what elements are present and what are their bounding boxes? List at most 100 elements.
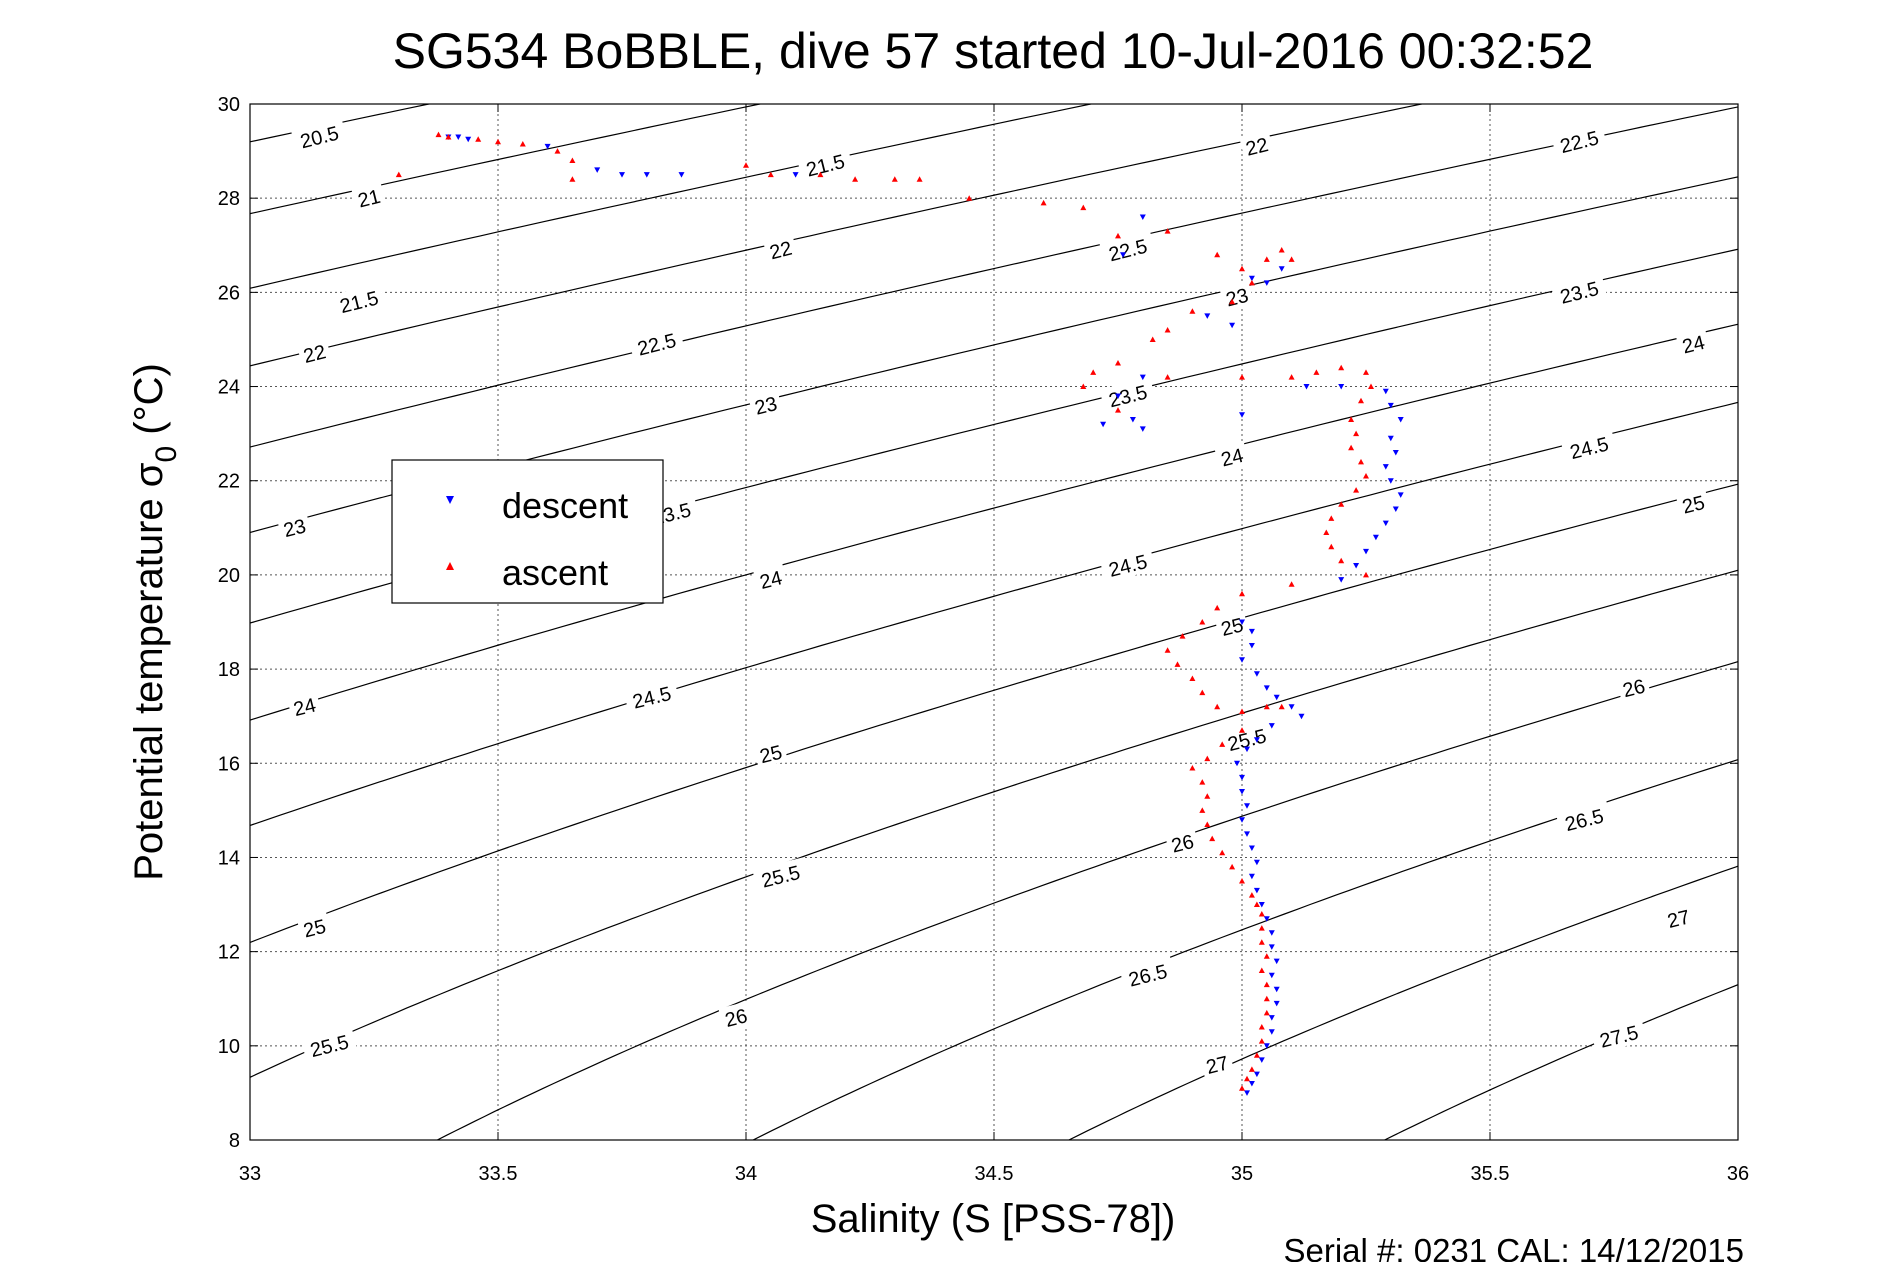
descent-point bbox=[1397, 492, 1404, 498]
ascent-point bbox=[554, 148, 561, 154]
ascent-point bbox=[1214, 703, 1221, 710]
contour-line bbox=[250, 483, 1738, 944]
contour-label-text: 26 bbox=[1621, 676, 1648, 703]
descent-point bbox=[1253, 859, 1260, 866]
contour-label-text: 24 bbox=[1680, 332, 1707, 359]
descent-point bbox=[1278, 266, 1285, 272]
contour-label-bg bbox=[1164, 827, 1200, 858]
descent-point bbox=[1392, 450, 1399, 456]
descent-point bbox=[1268, 723, 1275, 729]
descent-point bbox=[1382, 520, 1389, 527]
contour-label-text: 23 bbox=[281, 515, 308, 542]
contour-label-bg bbox=[296, 911, 332, 943]
ascent-point bbox=[1214, 604, 1221, 611]
legend-ascent-marker bbox=[446, 562, 454, 570]
descent-point bbox=[1253, 737, 1260, 743]
ascent-point bbox=[1219, 741, 1226, 747]
contour-label: 23.5 bbox=[1550, 273, 1608, 310]
x-tick-label: 35.5 bbox=[1471, 1163, 1510, 1185]
contour-label: 24 bbox=[1214, 440, 1250, 472]
y-tick-label: 10 bbox=[218, 1036, 240, 1058]
descent-point bbox=[1268, 1015, 1275, 1021]
descent-point bbox=[1234, 760, 1240, 767]
contour-label: 22 bbox=[1239, 130, 1275, 161]
ascent-point bbox=[1164, 228, 1171, 234]
contour-label-text: 21 bbox=[356, 186, 383, 213]
ascent-point bbox=[1263, 256, 1270, 262]
descent-point bbox=[1363, 548, 1369, 555]
y-tick-label: 14 bbox=[218, 847, 240, 869]
ascent-point bbox=[1080, 204, 1087, 211]
descent-point bbox=[1273, 958, 1280, 965]
contour-label-bg bbox=[1214, 610, 1250, 642]
ascent-point bbox=[1323, 529, 1330, 535]
ascent-point bbox=[1080, 383, 1087, 389]
ascent-point bbox=[1263, 995, 1270, 1002]
descent-point bbox=[1239, 657, 1245, 663]
contour-label: 20.5 bbox=[291, 118, 348, 154]
ascent-point bbox=[1328, 515, 1335, 521]
contour-label-bg bbox=[753, 737, 789, 769]
contour-label: 23 bbox=[748, 389, 784, 420]
contour-label-text: 22 bbox=[1244, 134, 1271, 161]
descent-point bbox=[1239, 774, 1245, 781]
descent-point bbox=[465, 136, 472, 143]
y-axis-label: Potential temperature σ0 (°C) bbox=[127, 363, 183, 881]
descent-point bbox=[1248, 643, 1255, 649]
ascent-point bbox=[1258, 1038, 1265, 1044]
ascent-point bbox=[1189, 308, 1196, 314]
contour-label: 24.5 bbox=[1560, 428, 1618, 465]
contour-label-bg bbox=[1590, 1017, 1647, 1054]
descent-point bbox=[1273, 986, 1280, 993]
ascent-point bbox=[1239, 590, 1245, 597]
ascent-point bbox=[1263, 703, 1270, 710]
contour-label-text: 25 bbox=[1680, 492, 1707, 519]
x-tick-label: 34 bbox=[735, 1163, 757, 1185]
contour-label: 23.5 bbox=[1099, 377, 1156, 413]
y-axis-label-main: Potential temperature σ bbox=[127, 462, 171, 881]
data-points bbox=[395, 131, 1404, 1096]
contour-label-text: 24 bbox=[1219, 445, 1246, 472]
ascent-point bbox=[1288, 581, 1295, 587]
descent-point bbox=[1139, 426, 1146, 432]
descent-point bbox=[1268, 944, 1275, 950]
contour-label-bg bbox=[1218, 720, 1275, 757]
descent-point bbox=[1253, 671, 1260, 677]
legend-descent-label: descent bbox=[502, 485, 628, 526]
y-tick-label: 28 bbox=[218, 188, 240, 210]
ascent-point bbox=[475, 136, 482, 142]
contour-label-bg bbox=[301, 1026, 358, 1063]
ascent-point bbox=[1209, 835, 1216, 842]
ascent-point bbox=[1328, 543, 1335, 550]
contour-label-text: 27 bbox=[1204, 1052, 1231, 1079]
x-tick-label: 33 bbox=[239, 1163, 261, 1185]
contour-label-bg bbox=[752, 857, 809, 894]
contour-label: 21 bbox=[351, 181, 387, 213]
ascent-point bbox=[1239, 727, 1245, 733]
ascent-point bbox=[1214, 251, 1221, 258]
ascent-point bbox=[1258, 911, 1265, 917]
ascent-point bbox=[1288, 256, 1295, 262]
contour-label: 24.5 bbox=[1099, 546, 1156, 583]
descent-point bbox=[1239, 817, 1245, 823]
contour-label-bg bbox=[1550, 122, 1608, 159]
plot-area bbox=[250, 104, 1738, 1140]
descent-point bbox=[1100, 421, 1107, 428]
contour-label: 26 bbox=[1164, 827, 1200, 858]
contour-label-bg bbox=[1099, 377, 1156, 413]
ascent-point bbox=[1189, 675, 1196, 681]
contour-label-bg bbox=[1099, 546, 1156, 583]
contour-label-bg bbox=[1560, 428, 1618, 465]
ascent-point bbox=[852, 176, 859, 182]
ascent-point bbox=[1239, 265, 1245, 272]
ascent-point bbox=[743, 162, 749, 168]
contour-label-text: 26 bbox=[723, 1005, 750, 1032]
x-axis-label: Salinity (S [PSS-78]) bbox=[811, 1197, 1176, 1241]
contour-label-text: 22 bbox=[301, 341, 328, 368]
contour-label: 26 bbox=[1616, 671, 1652, 703]
contour-label-bg bbox=[1555, 800, 1613, 837]
contour-label: 24 bbox=[1675, 327, 1711, 359]
ascent-point bbox=[1040, 199, 1047, 206]
contour-label-bg bbox=[296, 337, 332, 368]
contour-label-bg bbox=[276, 511, 312, 543]
